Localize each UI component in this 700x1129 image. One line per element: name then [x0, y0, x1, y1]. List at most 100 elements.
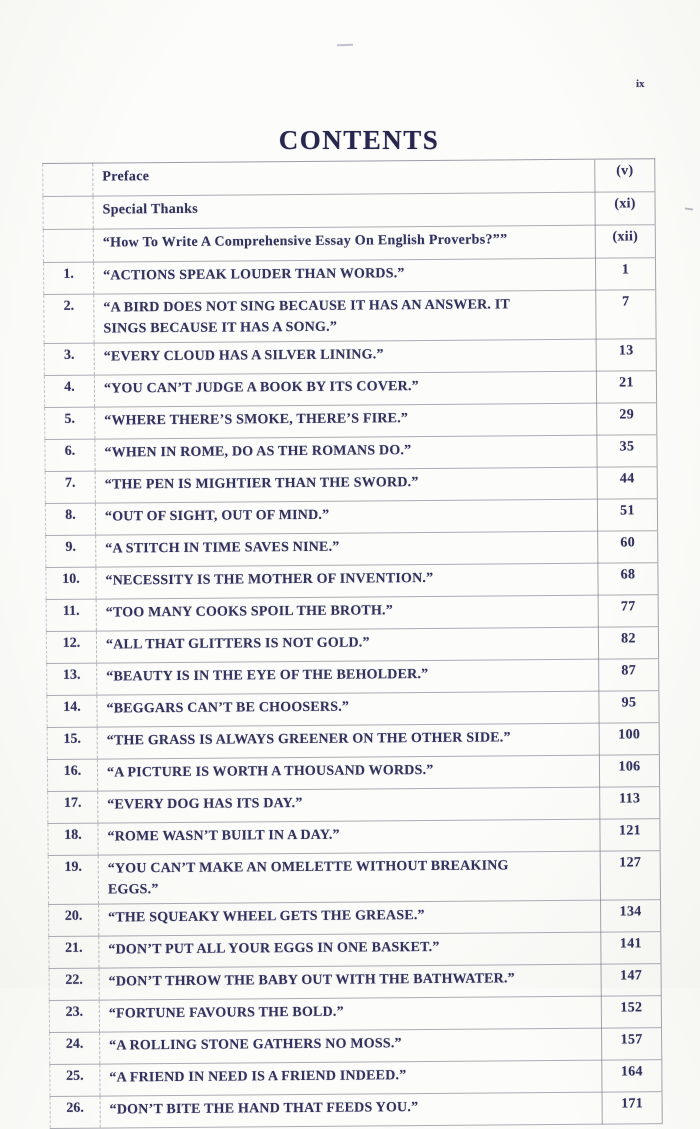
entry-page-number: 121: [599, 818, 661, 852]
toc-row: 21. “DON’T PUT ALL YOUR EGGS IN ONE BASKE…: [48, 931, 662, 969]
entry-page-number: 13: [596, 338, 657, 372]
entry-number: 22.: [49, 968, 100, 1001]
entry-number: [42, 163, 93, 197]
entry-page-number: 95: [598, 690, 660, 724]
entry-page-number: 68: [597, 562, 659, 596]
entry-title: Preface: [92, 159, 595, 197]
entry-title: “A PICTURE IS WORTH A THOUSAND WORDS.”: [97, 755, 600, 792]
entry-number: 20.: [48, 904, 99, 937]
entry-number: 6.: [44, 439, 96, 472]
toc-body: Preface (v) Special Thanks (xi) “How To Writ…: [42, 158, 663, 1129]
entry-number: 7.: [45, 471, 96, 504]
toc-row: 2. “A BIRD DOES NOT SING BECAUSE IT HAS A…: [43, 289, 657, 344]
entry-page-number: 1: [595, 257, 656, 291]
contents-table-wrapper: Preface (v) Special Thanks (xi) “How To Writ…: [42, 158, 663, 1129]
entry-number: 3.: [44, 343, 95, 376]
entry-title: “BEGGARS CAN’T BE CHOOSERS.”: [96, 691, 600, 728]
entry-page-number: 82: [598, 626, 659, 660]
entry-title: “A BIRD DOES NOT SING BECAUSE IT HAS AN …: [93, 290, 597, 344]
entry-number: [42, 196, 94, 230]
entry-title: “DON’T BITE THE HAND THAT FEEDS YOU.”: [100, 1092, 603, 1129]
entry-page-number: (xi): [594, 191, 656, 226]
toc-row: 22. “DON’T THROW THE BABY OUT WITH THE BA…: [49, 963, 662, 1001]
toc-row: 14. “BEGGARS CAN’T BE CHOOSERS.” 95: [46, 690, 660, 728]
entry-page-number: 60: [597, 530, 658, 564]
toc-row: 10. “NECESSITY IS THE MOTHER OF INVENTION…: [45, 562, 659, 600]
entry-number: 13.: [46, 663, 97, 696]
entry-number: 17.: [47, 791, 98, 824]
entry-title: “WHERE THERE’S SMOKE, THERE’S FIRE.”: [94, 403, 597, 440]
entry-page-number: 51: [597, 498, 658, 532]
entry-page-number: 157: [601, 1027, 662, 1061]
toc-row: 15. “THE GRASS IS ALWAYS GREENER ON THE O…: [47, 722, 660, 760]
entry-title: Special Thanks: [92, 192, 596, 230]
entry-title: “DON’T PUT ALL YOUR EGGS IN ONE BASKET.”: [98, 932, 602, 969]
entry-page-number: 152: [601, 995, 662, 1029]
entry-page-number: 134: [600, 899, 661, 933]
entry-number: 23.: [49, 1000, 100, 1033]
entry-number: [43, 229, 94, 263]
entry-title: “ACTIONS SPEAK LOUDER THAN WORDS.”: [93, 258, 596, 295]
toc-row: 20. “THE SQUEAKY WHEEL GETS THE GREASE.” 1…: [48, 899, 661, 937]
toc-row: 4. “YOU CAN’T JUDGE A BOOK BY ITS COVER.”…: [44, 370, 657, 408]
entry-page-number: (v): [594, 158, 655, 193]
toc-row: Preface (v): [42, 158, 655, 197]
toc-row: “How To Write A Comprehensive Essay On E…: [43, 224, 656, 263]
entry-page-number: 164: [601, 1059, 663, 1093]
scan-artifact: [336, 43, 354, 47]
entry-page-number: 44: [597, 466, 658, 500]
entry-number: 15.: [47, 727, 98, 760]
entry-title: “A FRIEND IN NEED IS A FRIEND INDEED.”: [99, 1060, 603, 1097]
entry-number: 16.: [47, 759, 98, 792]
entry-number: 9.: [45, 535, 96, 568]
entry-title: “WHEN IN ROME, DO AS THE ROMANS DO.”: [94, 435, 598, 472]
entry-title: “YOU CAN’T JUDGE A BOOK BY ITS COVER.”: [94, 371, 597, 408]
entry-number: 18.: [47, 823, 99, 856]
toc-row: 18. “ROME WASN’T BUILT IN A DAY.” 121: [47, 818, 661, 856]
entry-title: “YOU CAN’T MAKE AN OMELETTE WITHOUT BREA…: [98, 851, 601, 905]
toc-row: 8. “OUT OF SIGHT, OUT OF MIND.” 51: [45, 498, 658, 536]
toc-row: 3. “EVERY CLOUD HAS A SILVER LINING.” 13: [44, 338, 657, 376]
entry-title: “A STITCH IN TIME SAVES NINE.”: [95, 531, 598, 568]
entry-number: 4.: [44, 375, 95, 408]
scanned-contents-page: ix CONTENTS Preface (v) Special Thanks (xi)…: [42, 43, 694, 1129]
entry-title: “EVERY DOG HAS ITS DAY.”: [97, 787, 600, 824]
entry-page-number: 171: [602, 1091, 663, 1125]
toc-row: Special Thanks (xi): [42, 191, 656, 230]
entry-title: “EVERY CLOUD HAS A SILVER LINING.”: [94, 339, 597, 376]
toc-row: 26. “DON’T BITE THE HAND THAT FEEDS YOU.”…: [50, 1091, 663, 1129]
entry-number: 11.: [46, 599, 97, 632]
toc-row: 19. “YOU CAN’T MAKE AN OMELETTE WITHOUT B…: [48, 850, 661, 905]
entry-number: 25.: [49, 1064, 101, 1097]
entry-number: 21.: [48, 936, 100, 969]
entry-title: “NECESSITY IS THE MOTHER OF INVENTION.”: [95, 563, 599, 600]
entry-page-number: 147: [601, 963, 662, 997]
scan-artifact: [684, 207, 694, 211]
contents-table: Preface (v) Special Thanks (xi) “How To Writ…: [42, 158, 663, 1129]
entry-page-number: 35: [596, 434, 658, 468]
toc-row: 7. “THE PEN IS MIGHTIER THAN THE SWORD.” 4…: [45, 466, 658, 504]
entry-number: 10.: [45, 567, 97, 600]
entry-number: 19.: [48, 855, 99, 905]
entry-number: 14.: [46, 695, 98, 728]
entry-title: “THE GRASS IS ALWAYS GREENER ON THE OTHE…: [97, 723, 600, 760]
entry-page-number: 7: [595, 289, 657, 340]
entry-number: 24.: [49, 1032, 100, 1065]
entry-page-number: 29: [596, 402, 657, 436]
entry-page-number: 113: [599, 786, 660, 820]
entry-number: 1.: [43, 262, 94, 295]
toc-row: 16. “A PICTURE IS WORTH A THOUSAND WORDS.…: [47, 754, 660, 792]
toc-row: 23. “FORTUNE FAVOURS THE BOLD.” 152: [49, 995, 662, 1033]
toc-row: 6. “WHEN IN ROME, DO AS THE ROMANS DO.” 35: [44, 434, 658, 472]
entry-page-number: (xii): [595, 224, 656, 259]
toc-row: 24. “A ROLLING STONE GATHERS NO MOSS.” 157: [49, 1027, 662, 1065]
entry-number: 5.: [44, 407, 95, 440]
entry-page-number: 127: [600, 850, 661, 901]
toc-row: 12. “ALL THAT GLITTERS IS NOT GOLD.” 82: [46, 626, 659, 664]
entry-page-number: 87: [598, 658, 659, 692]
entry-title: “THE PEN IS MIGHTIER THAN THE SWORD.”: [95, 467, 598, 504]
toc-row: 25. “A FRIEND IN NEED IS A FRIEND INDEED.…: [49, 1059, 663, 1097]
entry-page-number: 77: [598, 594, 659, 628]
entry-number: 26.: [50, 1096, 101, 1129]
entry-page-number: 141: [600, 931, 662, 965]
